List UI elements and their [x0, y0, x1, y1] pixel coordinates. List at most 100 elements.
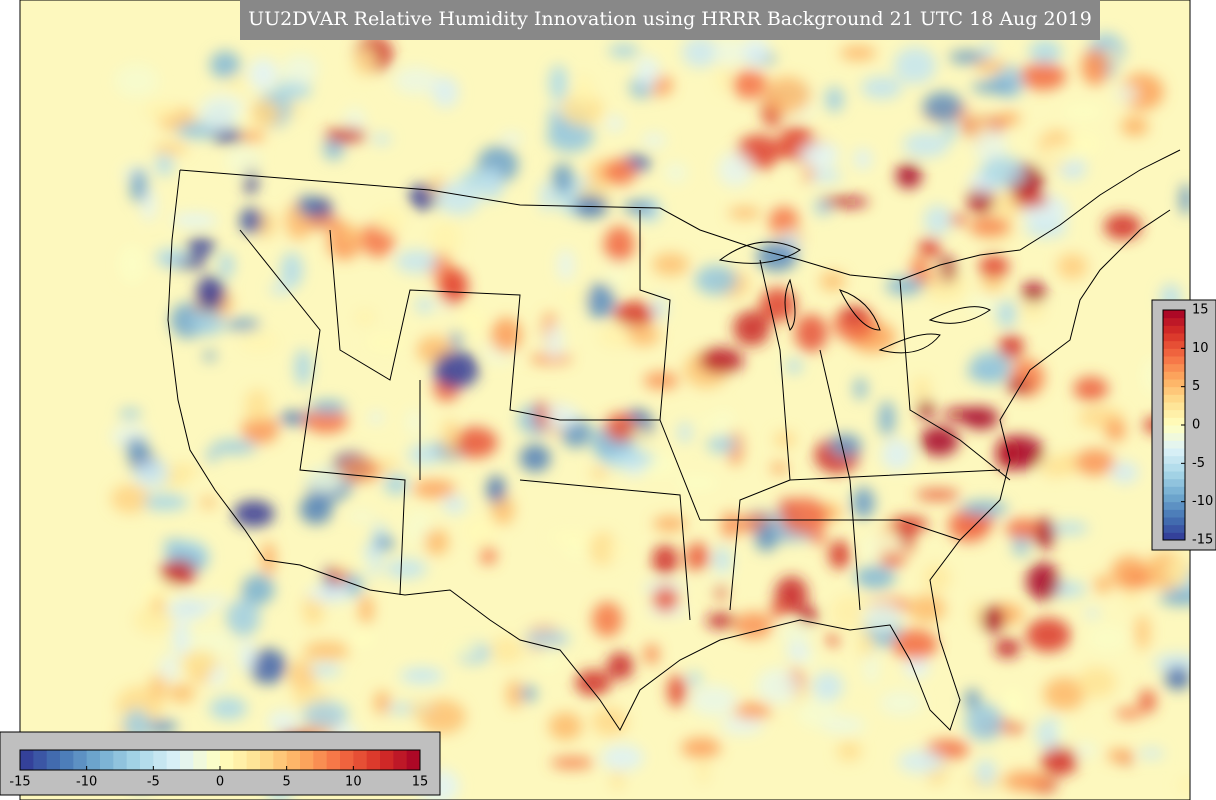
- field-blob: [591, 466, 608, 480]
- field-blob: [294, 348, 312, 387]
- field-blob: [539, 181, 554, 212]
- colorbar-step: [1163, 455, 1185, 464]
- field-blob: [893, 46, 937, 85]
- field-blob: [244, 388, 270, 424]
- field-blob: [211, 439, 257, 455]
- field-blob: [304, 409, 349, 434]
- field-blob: [239, 129, 265, 143]
- colorbar-tick-label: 10: [345, 775, 362, 790]
- field-blob: [302, 700, 349, 729]
- field-blob: [840, 45, 877, 61]
- field-blob: [733, 702, 772, 720]
- field-blob: [591, 707, 628, 737]
- field-blob: [141, 579, 179, 609]
- field-blob: [240, 574, 275, 605]
- field-blob: [694, 265, 738, 295]
- field-blob: [979, 254, 1009, 280]
- field-blob: [1075, 743, 1097, 758]
- field-blob: [908, 594, 946, 623]
- field-blob: [604, 256, 628, 290]
- colorbar-step: [153, 750, 168, 770]
- field-blob: [885, 276, 925, 296]
- field-blob: [960, 500, 1008, 517]
- field-blob: [114, 64, 159, 98]
- colorbar-step: [1163, 517, 1185, 526]
- colorbar-step: [1163, 486, 1185, 495]
- field-blob: [653, 295, 667, 320]
- field-blob: [384, 558, 427, 579]
- field-blob: [858, 631, 874, 658]
- field-blob: [864, 649, 879, 685]
- field-blob: [410, 701, 426, 720]
- field-blob: [546, 118, 594, 153]
- field-blob: [1074, 449, 1115, 476]
- field-blob: [442, 418, 458, 457]
- field-blob: [981, 155, 1025, 188]
- field-blob: [734, 611, 773, 639]
- field-blob: [980, 276, 1004, 294]
- field-blob: [759, 287, 797, 322]
- field-blob: [238, 329, 279, 353]
- field-blob: [155, 151, 174, 177]
- field-blob: [697, 757, 710, 785]
- field-blob: [652, 544, 679, 575]
- north-border: [179, 149, 1181, 281]
- field-blob: [714, 37, 743, 68]
- colorbar-tick-label: -5: [147, 775, 160, 790]
- field-blob: [969, 351, 1012, 384]
- colorbar-step: [1163, 524, 1185, 533]
- field-blob: [374, 690, 391, 715]
- field-blob: [564, 544, 589, 558]
- field-blob: [152, 594, 165, 615]
- field-blob: [159, 654, 179, 683]
- field-blob: [971, 600, 985, 628]
- colorbar-tick-label: 5: [283, 775, 291, 790]
- colorbar-step: [206, 750, 221, 770]
- field-blob: [1138, 748, 1165, 759]
- field-blob: [1159, 591, 1190, 606]
- field-blob: [917, 399, 935, 419]
- colorbar-tick-label: -5: [1192, 456, 1205, 471]
- field-blob: [462, 515, 498, 548]
- field-blob: [207, 595, 225, 607]
- colorbar-step: [1163, 417, 1185, 426]
- field-blob: [200, 496, 217, 508]
- field-blob: [373, 536, 395, 551]
- field-blob: [369, 411, 383, 424]
- field-blob: [159, 559, 197, 586]
- field-blob: [196, 275, 225, 312]
- field-blob: [186, 237, 216, 256]
- colorbar-step: [406, 750, 421, 770]
- field-blob: [1164, 666, 1190, 690]
- field-blob: [480, 546, 497, 565]
- title: UU2DVAR Relative Humidity Innovation usi…: [248, 8, 1092, 30]
- field-blob: [1051, 522, 1089, 535]
- field-blob: [442, 495, 467, 514]
- field-blob: [897, 750, 945, 774]
- field-blob: [1115, 708, 1143, 719]
- field-blob: [133, 459, 170, 489]
- colorbar-step: [1163, 371, 1185, 380]
- field-blob: [592, 601, 623, 637]
- field-blob: [732, 70, 767, 99]
- field-blob: [604, 412, 636, 443]
- colorbar-step: [340, 750, 354, 770]
- field-blob: [1106, 749, 1133, 762]
- field-blob: [432, 76, 459, 108]
- field-blob: [168, 683, 195, 703]
- field-blob: [261, 541, 276, 577]
- field-blob: [303, 215, 343, 230]
- field-blob: [119, 245, 146, 284]
- field-blob: [699, 347, 744, 374]
- field-blob: [664, 162, 687, 183]
- field-blob: [149, 674, 168, 701]
- field-blob: [1120, 73, 1164, 111]
- field-blob: [981, 605, 1005, 634]
- field-blob: [248, 648, 287, 684]
- field-blob: [267, 709, 299, 733]
- field-blob: [975, 59, 1006, 74]
- field-blob: [1024, 221, 1068, 238]
- colorbar-step: [286, 750, 301, 770]
- field-blob: [239, 207, 263, 234]
- colorbar-step: [1163, 333, 1185, 342]
